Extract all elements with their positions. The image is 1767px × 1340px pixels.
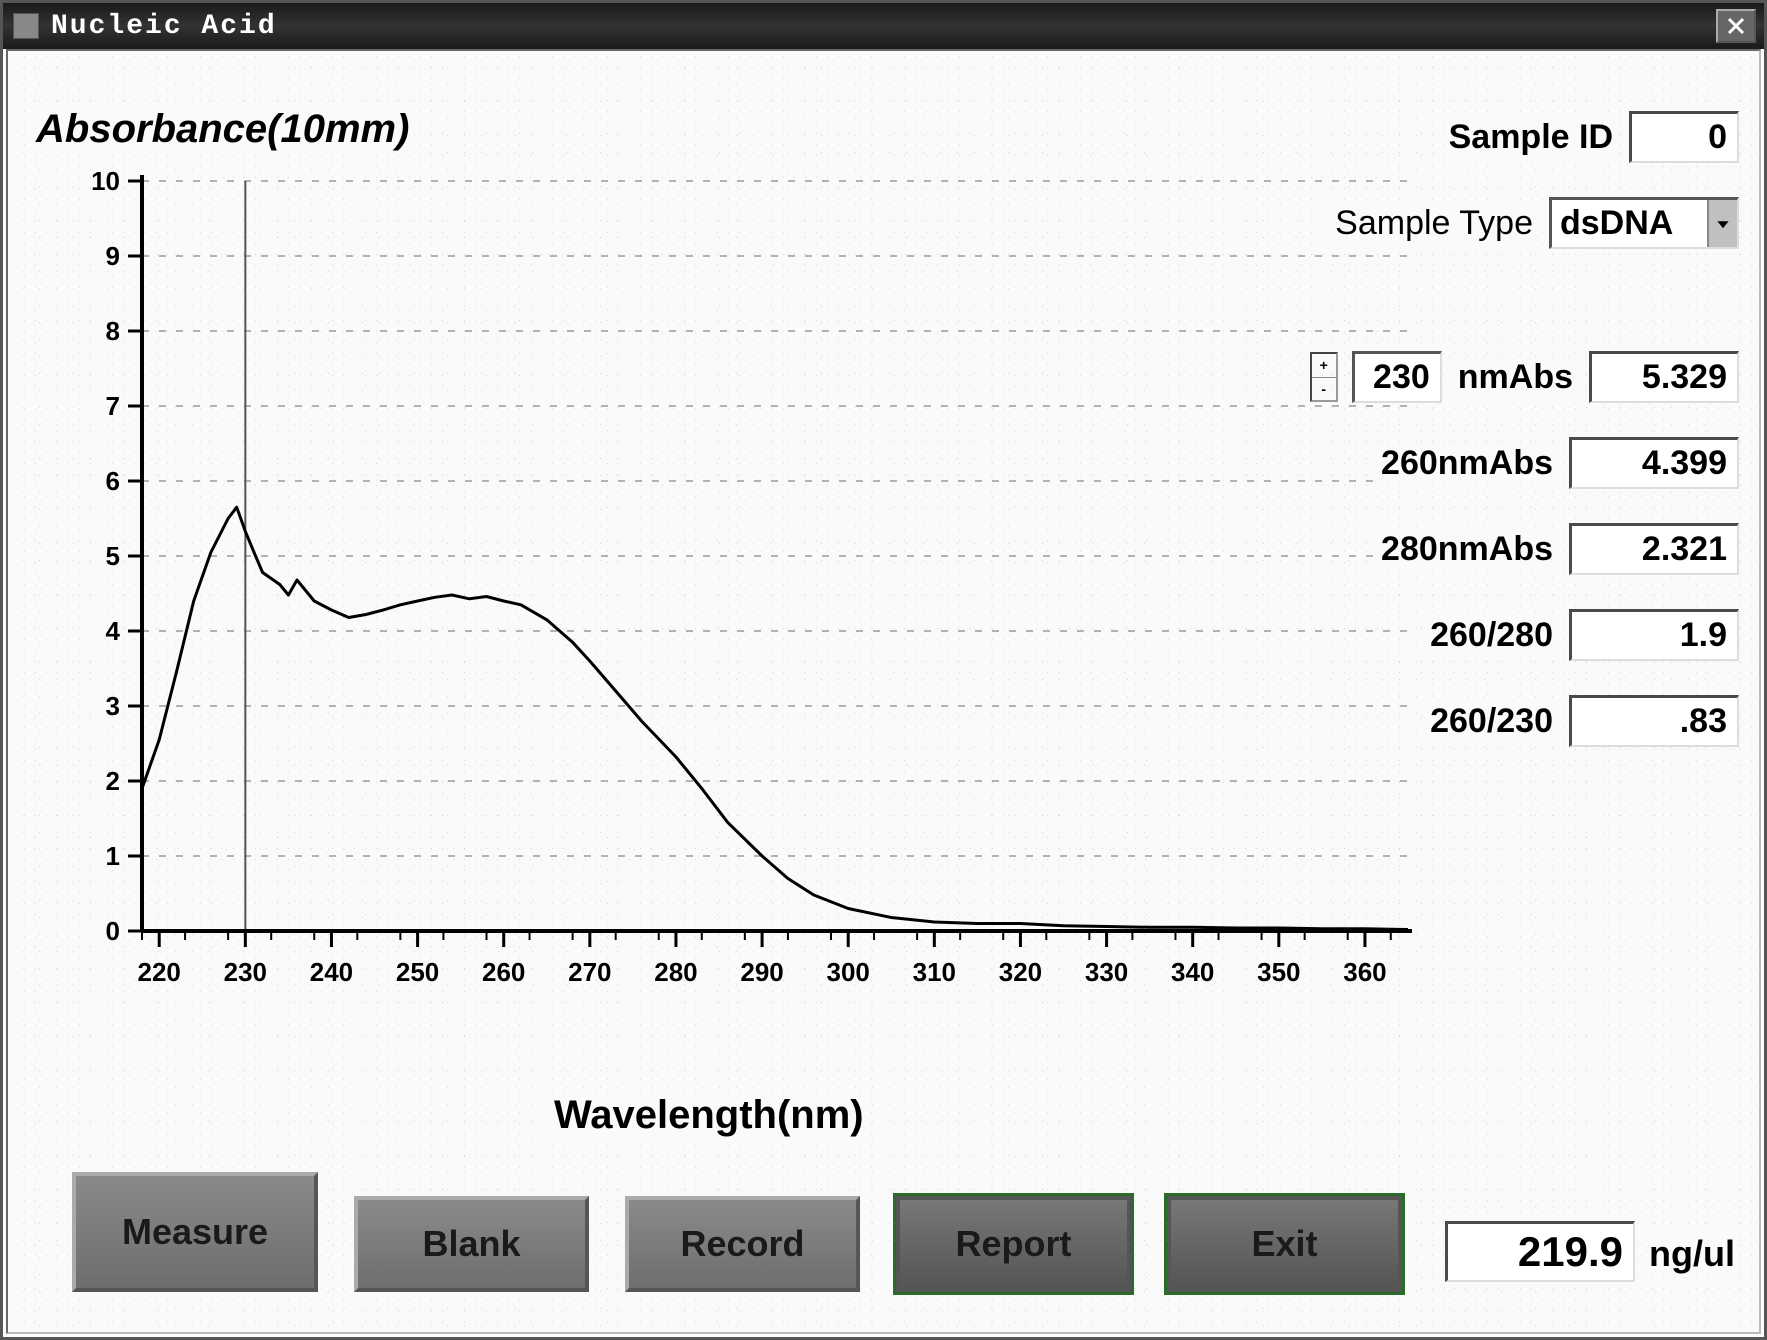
report-button[interactable]: Report xyxy=(896,1196,1131,1292)
chevron-down-icon xyxy=(1707,200,1737,247)
app-window: Nucleic Acid Absorbance(10mm) 0 1 2 3 4 5 6 7 8 9… xyxy=(0,0,1767,1340)
svg-text:360: 360 xyxy=(1343,957,1386,987)
nm-spinner[interactable]: + - xyxy=(1310,352,1338,402)
r260-280-value: 1.9 xyxy=(1569,609,1739,661)
cursor-nm-row: + - 230 nmAbs 5.329 xyxy=(1239,351,1739,403)
a260-row: 260nmAbs 4.399 xyxy=(1239,437,1739,489)
title-bar: Nucleic Acid xyxy=(3,3,1764,49)
svg-text:320: 320 xyxy=(999,957,1042,987)
svg-text:5: 5 xyxy=(106,541,120,571)
sample-type-label: Sample Type xyxy=(1331,203,1537,244)
r260-230-row: 260/230 .83 xyxy=(1239,695,1739,747)
svg-text:8: 8 xyxy=(106,316,120,346)
spinner-down-icon: - xyxy=(1312,378,1336,401)
r260-280-label: 260/280 xyxy=(1426,615,1557,656)
chart-y-title: Absorbance(10mm) xyxy=(30,105,415,154)
concentration-unit: ng/ul xyxy=(1645,1232,1739,1276)
concentration-row: 219.9 ng/ul xyxy=(1445,1221,1739,1282)
a260-value: 4.399 xyxy=(1569,437,1739,489)
cursor-nm-input[interactable]: 230 xyxy=(1352,351,1442,403)
svg-text:270: 270 xyxy=(568,957,611,987)
cursor-abs-value: 5.329 xyxy=(1589,351,1739,403)
cursor-nm-suffix: nmAbs xyxy=(1454,357,1577,398)
spinner-up-icon: + xyxy=(1312,354,1336,378)
svg-text:350: 350 xyxy=(1257,957,1300,987)
svg-text:2: 2 xyxy=(106,766,120,796)
svg-text:260: 260 xyxy=(482,957,525,987)
svg-text:0: 0 xyxy=(106,916,120,946)
svg-text:6: 6 xyxy=(106,466,120,496)
svg-text:4: 4 xyxy=(106,616,121,646)
app-icon xyxy=(13,13,39,39)
chart-svg: 0 1 2 3 4 5 6 7 8 9 10 220 230 240 250 260 270 280 290 300 3… xyxy=(68,171,1418,1041)
r260-280-row: 260/280 1.9 xyxy=(1239,609,1739,661)
svg-text:220: 220 xyxy=(138,957,181,987)
blank-button[interactable]: Blank xyxy=(354,1196,589,1292)
button-bar: Measure Blank Record Report Exit xyxy=(72,1196,1402,1292)
sample-type-value: dsDNA xyxy=(1552,200,1707,247)
sample-type-combo[interactable]: dsDNA xyxy=(1549,197,1739,249)
svg-text:330: 330 xyxy=(1085,957,1128,987)
client-area: Absorbance(10mm) 0 1 2 3 4 5 6 7 8 9 10 220 230 240 25… xyxy=(6,49,1761,1334)
svg-text:340: 340 xyxy=(1171,957,1214,987)
exit-button[interactable]: Exit xyxy=(1167,1196,1402,1292)
svg-text:7: 7 xyxy=(106,391,120,421)
svg-text:240: 240 xyxy=(310,957,353,987)
sample-id-row: Sample ID 0 xyxy=(1239,111,1739,163)
sample-id-label: Sample ID xyxy=(1445,117,1617,158)
close-icon xyxy=(1726,16,1746,36)
a260-label: 260nmAbs xyxy=(1377,443,1557,484)
concentration-value: 219.9 xyxy=(1445,1221,1635,1282)
r260-230-label: 260/230 xyxy=(1426,701,1557,742)
a280-row: 280nmAbs 2.321 xyxy=(1239,523,1739,575)
close-button[interactable] xyxy=(1716,9,1756,43)
measure-button[interactable]: Measure xyxy=(72,1172,318,1292)
sample-id-value[interactable]: 0 xyxy=(1629,111,1739,163)
svg-text:10: 10 xyxy=(91,171,120,196)
a280-label: 280nmAbs xyxy=(1377,529,1557,570)
svg-text:290: 290 xyxy=(740,957,783,987)
r260-230-value: .83 xyxy=(1569,695,1739,747)
spectrum-chart: 0 1 2 3 4 5 6 7 8 9 10 220 230 240 250 260 270 280 290 300 3… xyxy=(68,171,1418,1041)
svg-text:280: 280 xyxy=(654,957,697,987)
svg-text:310: 310 xyxy=(913,957,956,987)
svg-text:3: 3 xyxy=(106,691,120,721)
sample-type-row: Sample Type dsDNA xyxy=(1239,197,1739,249)
svg-text:300: 300 xyxy=(827,957,870,987)
window-title: Nucleic Acid xyxy=(51,11,277,42)
chart-x-title: Wavelength(nm) xyxy=(548,1091,870,1140)
svg-text:1: 1 xyxy=(106,841,120,871)
record-button[interactable]: Record xyxy=(625,1196,860,1292)
svg-text:250: 250 xyxy=(396,957,439,987)
a280-value: 2.321 xyxy=(1569,523,1739,575)
readout-panel: Sample ID 0 Sample Type dsDNA + - 230 xyxy=(1239,111,1739,747)
svg-text:9: 9 xyxy=(106,241,120,271)
spacer xyxy=(1239,283,1739,317)
svg-text:230: 230 xyxy=(224,957,267,987)
